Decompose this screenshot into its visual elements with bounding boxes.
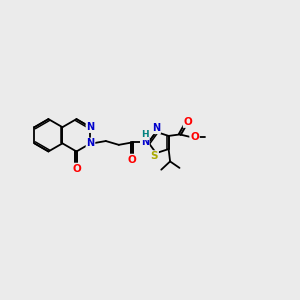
Text: O: O [184,117,192,127]
Text: O: O [128,154,136,165]
Text: S: S [151,151,158,161]
Text: N: N [86,122,94,132]
Text: O: O [72,164,81,173]
Text: N: N [152,123,160,133]
Text: H: H [141,130,149,139]
Text: N: N [141,137,149,148]
Text: N: N [86,138,94,148]
Text: O: O [190,132,199,142]
